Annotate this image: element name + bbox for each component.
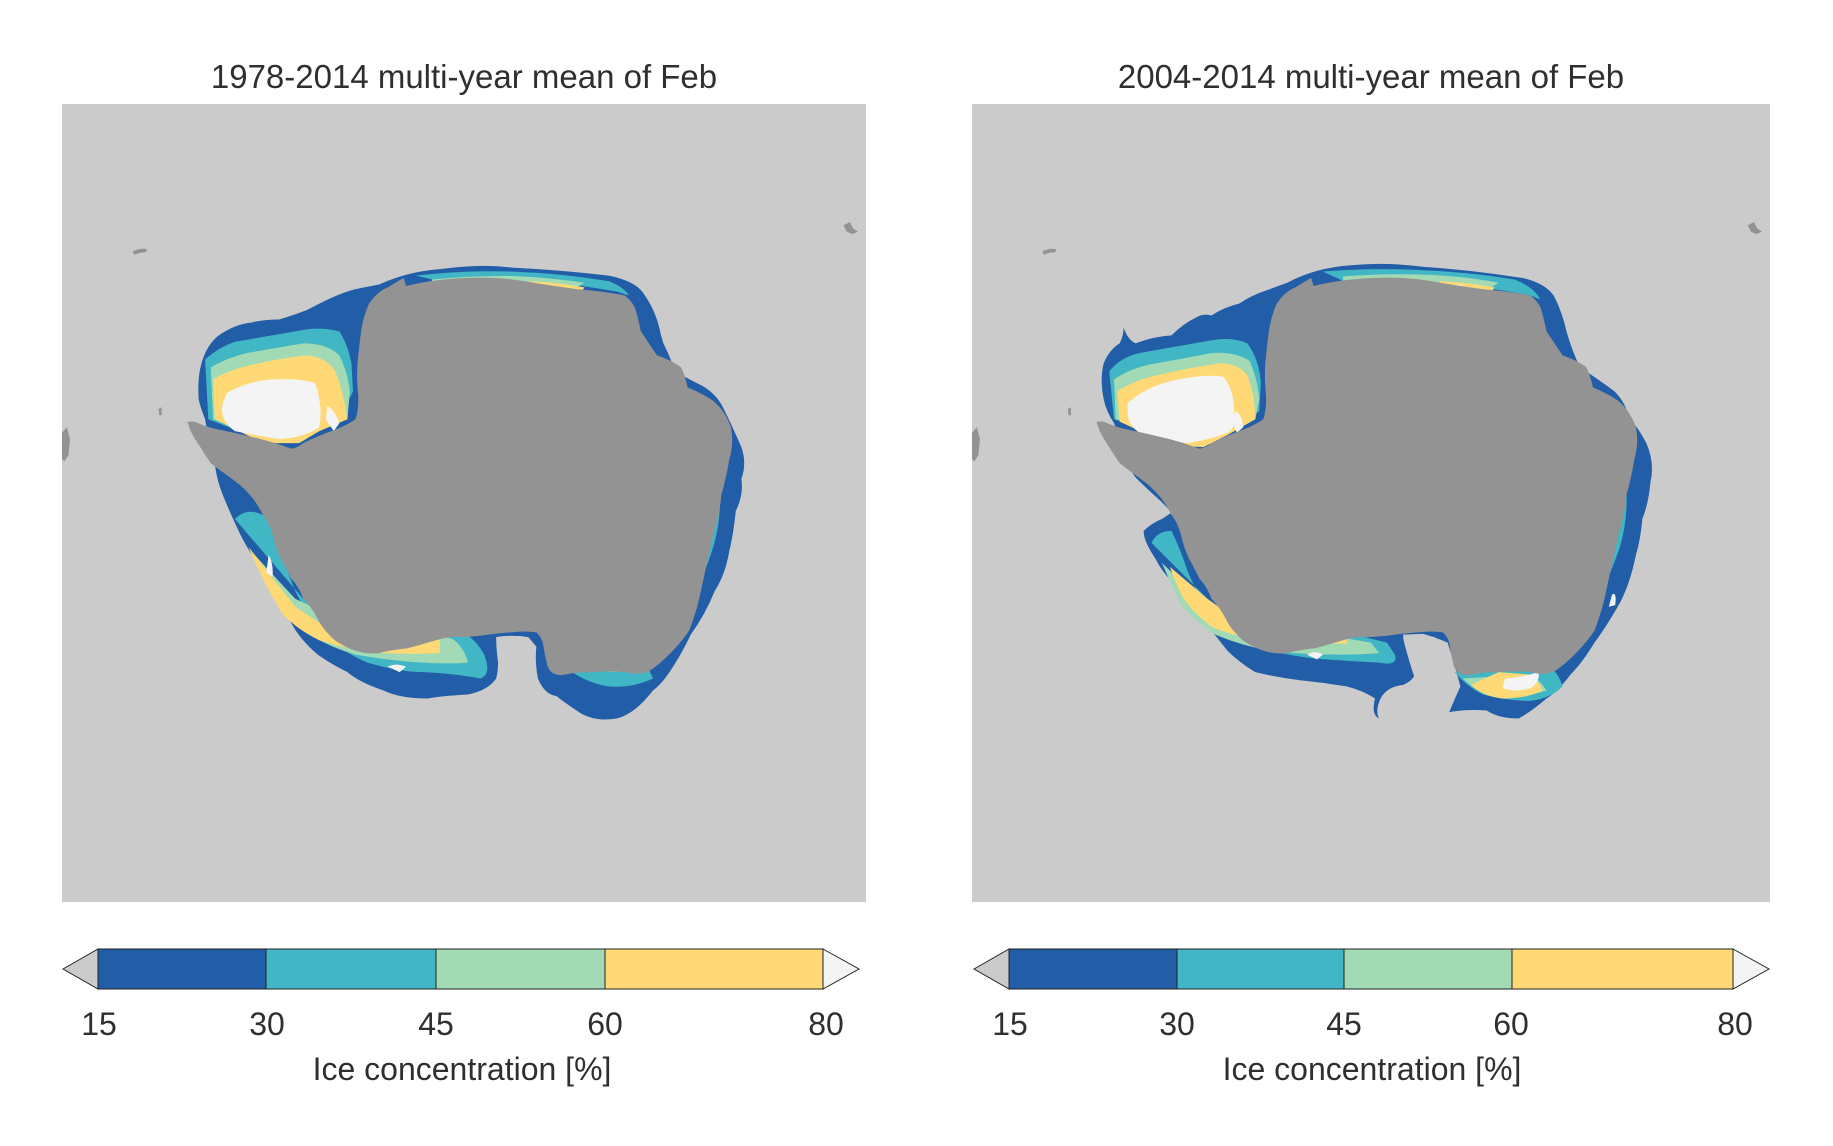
colorbar-extend-low <box>972 948 1010 990</box>
colorbar-bin-30-45 <box>1176 948 1345 990</box>
colorbar-extend-low <box>61 948 99 990</box>
left-colorbar-tick-15: 15 <box>81 1006 117 1042</box>
colorbar-bin-30-45 <box>265 948 437 990</box>
left-colorbar <box>61 948 861 990</box>
colorbar-extend-high <box>1732 948 1771 990</box>
colorbar-bin-45-60 <box>435 948 606 990</box>
right-colorbar-tick-80: 80 <box>1717 1006 1753 1042</box>
right-map-svg <box>972 222 1763 719</box>
colorbar-bin-60-80 <box>1511 948 1734 990</box>
right-sea-ice-map <box>972 104 1770 902</box>
left-colorbar-tick-30: 30 <box>249 1006 285 1042</box>
left-colorbar-svg <box>61 948 861 990</box>
right-colorbar-svg <box>972 948 1771 990</box>
antarctica-land <box>187 277 733 676</box>
left-colorbar-tick-45: 45 <box>418 1006 454 1042</box>
colorbar-extend-high <box>822 948 861 990</box>
island-kerguelen <box>1747 222 1763 235</box>
ice-band-60-80 <box>213 281 710 665</box>
left-colorbar-label: Ice concentration [%] <box>312 1051 612 1087</box>
left-sea-ice-map <box>62 104 866 902</box>
ross-sea-open-water <box>1402 635 1445 707</box>
right-colorbar-tick-30: 30 <box>1159 1006 1195 1042</box>
left-panel-title: 1978-2014 multi-year mean of Feb <box>210 58 718 95</box>
island-shetland <box>158 407 162 416</box>
right-colorbar-tick-15: 15 <box>992 1006 1028 1042</box>
island-south-america-tip <box>972 427 980 462</box>
island-south-america-tip <box>62 427 71 462</box>
right-colorbar <box>972 948 1771 990</box>
island-kerguelen <box>843 222 858 235</box>
island-south-georgia <box>1042 248 1057 255</box>
antarctica-land <box>1096 277 1638 676</box>
left-map-svg <box>62 222 858 720</box>
island-south-georgia <box>132 248 148 255</box>
right-colorbar-tick-60: 60 <box>1493 1006 1529 1042</box>
ross-sea-open-water <box>496 635 531 703</box>
right-panel-title: 2004-2014 multi-year mean of Feb <box>1117 58 1625 95</box>
colorbar-bin-15-30 <box>1008 948 1178 990</box>
left-colorbar-tick-80: 80 <box>808 1006 844 1042</box>
ice-band-60-80 <box>1117 280 1624 699</box>
island-shetland <box>1067 407 1071 416</box>
left-colorbar-tick-60: 60 <box>587 1006 623 1042</box>
right-colorbar-tick-45: 45 <box>1326 1006 1362 1042</box>
right-colorbar-label: Ice concentration [%] <box>1222 1051 1522 1087</box>
colorbar-bin-45-60 <box>1343 948 1513 990</box>
colorbar-bin-60-80 <box>604 948 824 990</box>
colorbar-bin-15-30 <box>97 948 267 990</box>
